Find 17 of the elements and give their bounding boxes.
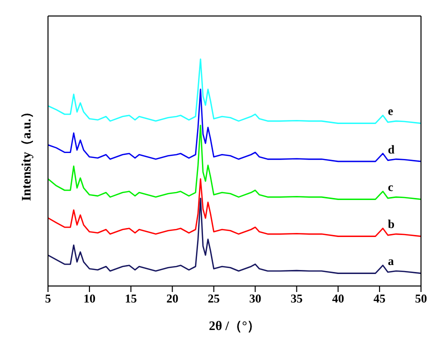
series-label: c	[388, 180, 394, 194]
x-tick-label: 25	[208, 292, 220, 306]
x-tick-label: 50	[415, 292, 427, 306]
series-label: e	[388, 104, 394, 118]
series-label: b	[388, 217, 395, 232]
x-axis-title: 2θ /（°）	[208, 318, 260, 333]
x-tick-label: 30	[249, 292, 262, 306]
x-tick-label: 20	[166, 292, 178, 306]
x-tick-label: 45	[374, 292, 386, 306]
x-tick-label: 35	[290, 292, 303, 306]
x-tick-label: 40	[332, 292, 344, 306]
series-label: d	[388, 142, 395, 156]
y-axis-title: Intensity（a.u.）	[18, 106, 34, 201]
x-tick-label: 10	[83, 292, 96, 306]
x-tick-label: 5	[45, 292, 51, 306]
x-tick-label: 15	[124, 292, 137, 306]
series-label: a	[388, 254, 394, 268]
